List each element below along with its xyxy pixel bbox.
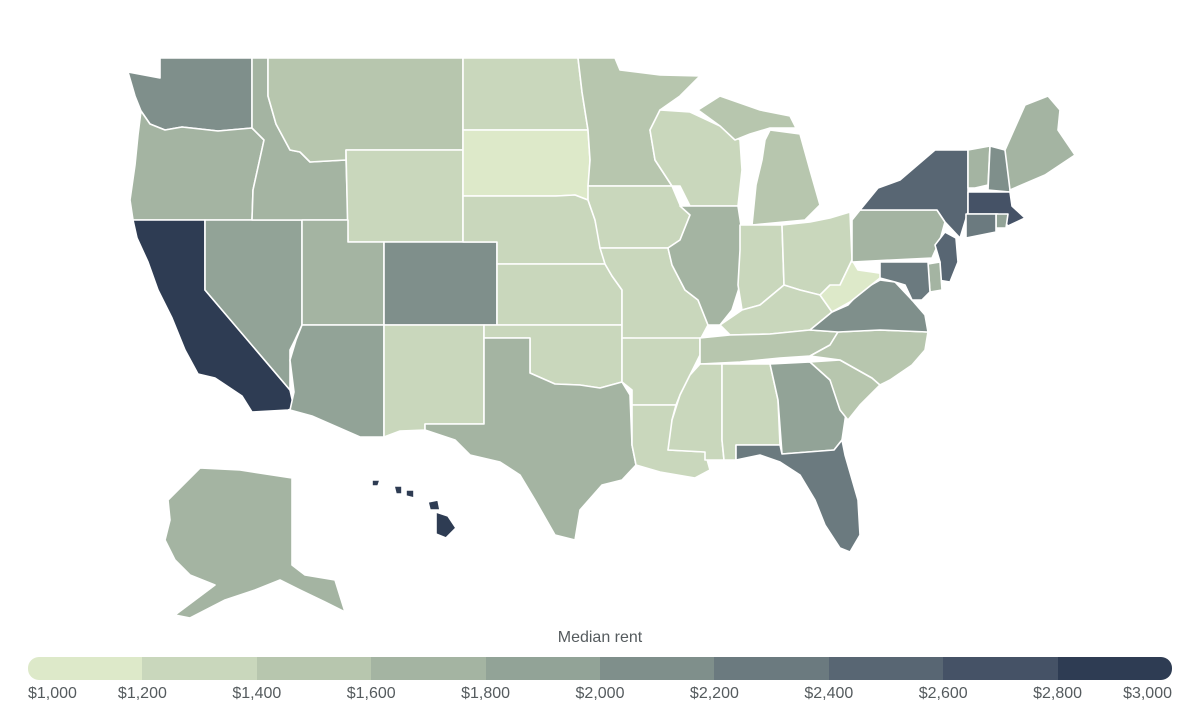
us-choropleth-map: [127, 57, 1076, 619]
legend-swatch-3: [371, 657, 486, 680]
legend-tick-label: $1,600: [346, 685, 396, 702]
legend-tick-label: $1,200: [117, 685, 167, 702]
legend-title: Median rent: [557, 629, 643, 646]
legend-swatch-9: [1057, 657, 1172, 680]
state-FL[interactable]: [735, 439, 861, 553]
state-HI-niihau[interactable]: [371, 479, 381, 487]
state-NM[interactable]: [383, 324, 485, 438]
state-AZ[interactable]: [289, 324, 385, 438]
state-MT[interactable]: [267, 57, 464, 163]
states-layer: [127, 57, 1076, 619]
legend-tick-label: $2,200: [689, 685, 739, 702]
legend-tick-label: $1,800: [461, 685, 511, 702]
state-IA[interactable]: [587, 185, 691, 249]
state-HI-maui[interactable]: [427, 499, 441, 511]
state-AK[interactable]: [164, 467, 346, 619]
legend-swatch-2: [256, 657, 372, 680]
state-HI-kauai[interactable]: [393, 485, 403, 495]
legend-swatch-1: [142, 657, 257, 680]
legend-swatch-5: [600, 657, 715, 680]
state-ME[interactable]: [1004, 95, 1076, 191]
state-SD[interactable]: [462, 129, 591, 201]
state-ND[interactable]: [462, 57, 589, 131]
state-TN[interactable]: [699, 329, 839, 365]
state-CT[interactable]: [965, 213, 997, 239]
legend-swatch-0: [28, 657, 143, 680]
state-VT[interactable]: [967, 145, 991, 189]
state-HI-big-island[interactable]: [435, 511, 457, 539]
state-PA[interactable]: [851, 209, 946, 263]
legend-swatch-8: [943, 657, 1058, 680]
state-CO[interactable]: [383, 241, 498, 326]
state-MI[interactable]: [751, 129, 821, 226]
state-RI[interactable]: [995, 213, 1009, 229]
legend-color-bar: [28, 657, 1172, 680]
legend-tick-label: $1,000: [28, 685, 77, 702]
legend-tick-label: $2,800: [1033, 685, 1083, 702]
legend-tick-label: $1,400: [232, 685, 282, 702]
legend-swatch-7: [828, 657, 944, 680]
state-HI[interactable]: [371, 479, 457, 539]
state-MI-upper[interactable]: [697, 95, 797, 141]
state-WY[interactable]: [345, 149, 464, 243]
state-NC[interactable]: [809, 329, 929, 386]
legend-tick-label: $3,000: [1123, 685, 1172, 702]
legend-tick-label: $2,600: [918, 685, 968, 702]
state-VA[interactable]: [809, 279, 929, 333]
state-TX[interactable]: [424, 337, 637, 541]
legend-swatch-4: [485, 657, 601, 680]
state-KS[interactable]: [496, 263, 623, 326]
state-WV[interactable]: [819, 259, 886, 313]
state-HI-oahu[interactable]: [405, 489, 415, 499]
legend-tick-label: $2,400: [804, 685, 854, 702]
legend-swatch-6: [714, 657, 829, 680]
state-MD[interactable]: [879, 261, 931, 301]
legend-tick-label: $2,000: [575, 685, 625, 702]
